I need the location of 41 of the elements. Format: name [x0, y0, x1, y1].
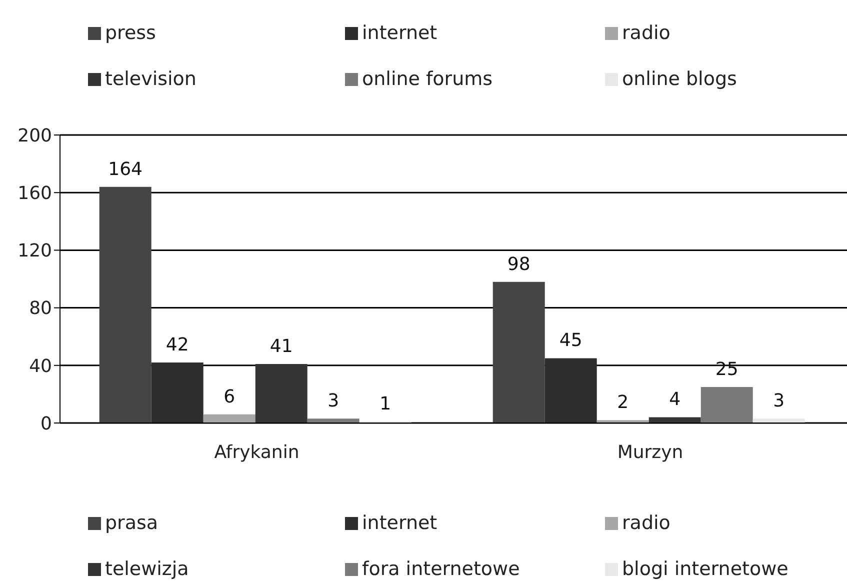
- legend-label: telewizja: [105, 558, 189, 580]
- bar: [648, 417, 701, 423]
- bar: [99, 186, 152, 423]
- text: internet: [362, 22, 438, 44]
- y-tick-label: 200: [18, 125, 52, 146]
- y-tick-label: 160: [18, 182, 52, 204]
- y-tick-label: 120: [18, 240, 52, 262]
- legend-label: internet: [362, 512, 438, 534]
- bar: [203, 414, 256, 423]
- data-label: 41: [270, 336, 293, 357]
- data-label: 2: [617, 392, 629, 414]
- y-tick-label: 40: [29, 356, 52, 377]
- bar: [151, 362, 204, 423]
- legend-label: fora internetowe: [362, 558, 520, 580]
- bar: [544, 358, 597, 423]
- x-tick-label: Afrykanin: [214, 442, 300, 463]
- data-label: 42: [166, 334, 189, 356]
- bar: [492, 282, 545, 423]
- data-label: 45: [559, 330, 582, 352]
- bar: [700, 387, 753, 423]
- bar: [307, 418, 360, 423]
- text: online forums: [362, 68, 493, 90]
- text: radio: [622, 22, 670, 44]
- y-tick-label: 0: [40, 413, 52, 434]
- bar: [255, 364, 308, 423]
- y-tick-label: 80: [29, 298, 52, 320]
- legend-label: radio: [622, 512, 670, 534]
- data-label: 164: [108, 158, 143, 180]
- data-label: 6: [224, 386, 236, 408]
- data-label: 3: [773, 390, 785, 412]
- text: online blogs: [622, 68, 737, 90]
- x-tick-label: Murzyn: [617, 442, 684, 463]
- legend-label: prasa: [105, 512, 158, 534]
- data-label: 1: [380, 394, 392, 415]
- text: press: [105, 22, 156, 44]
- bar: [752, 418, 805, 423]
- data-label: 98: [507, 254, 530, 275]
- text: television: [105, 68, 196, 90]
- data-label: 4: [669, 389, 681, 410]
- legend-label: blogi internetowe: [622, 558, 788, 580]
- data-label: 3: [328, 390, 340, 412]
